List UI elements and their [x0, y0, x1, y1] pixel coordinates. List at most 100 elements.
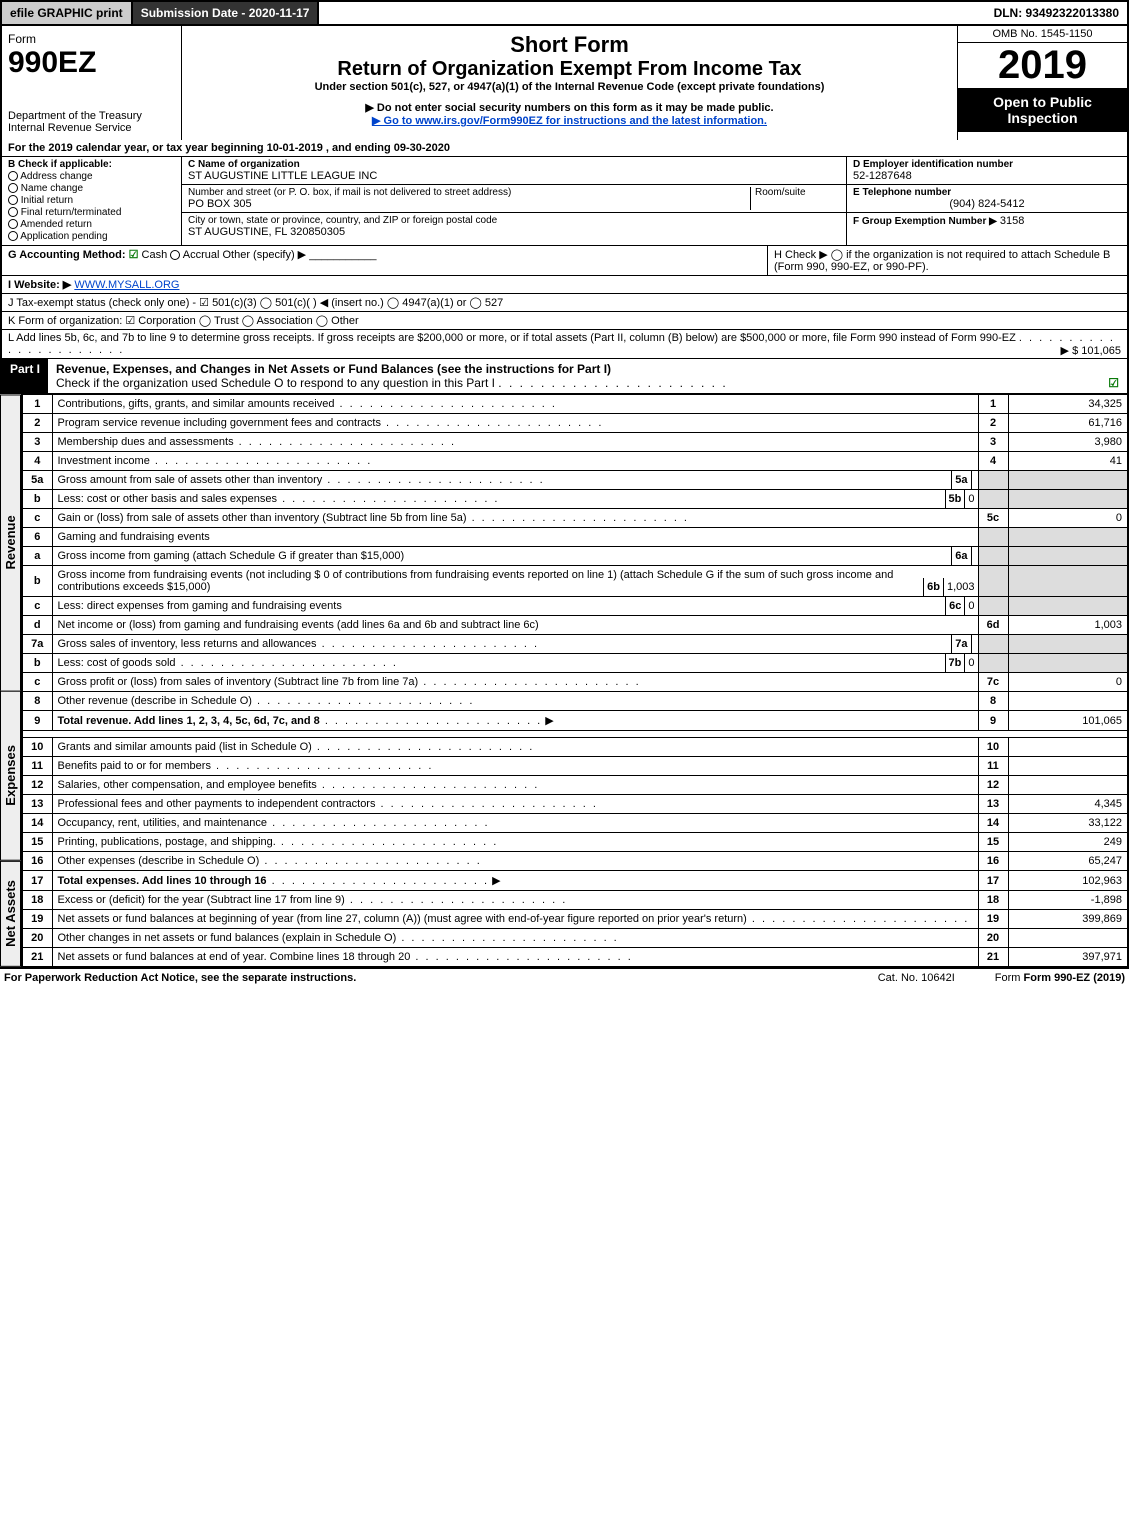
- lnc-shade: [978, 490, 1008, 509]
- ln: c: [22, 673, 52, 692]
- la: 34,325: [1008, 395, 1128, 414]
- f-label: F Group Exemption Number ▶: [853, 216, 997, 227]
- ln: a: [22, 547, 52, 566]
- ld: Benefits paid to or for members: [52, 757, 978, 776]
- lines-table: 1Contributions, gifts, grants, and simil…: [21, 394, 1129, 967]
- la: 101,065: [1008, 711, 1128, 731]
- cb-final-return[interactable]: Final return/terminated: [8, 207, 175, 218]
- ln: 16: [22, 852, 52, 871]
- ln: 8: [22, 692, 52, 711]
- la: 33,122: [1008, 814, 1128, 833]
- la: -1,898: [1008, 891, 1128, 910]
- ld: Less: cost of goods sold7b0: [52, 654, 978, 673]
- ld: Other changes in net assets or fund bala…: [52, 929, 978, 948]
- submission-date: Submission Date - 2020-11-17: [133, 2, 320, 24]
- line-i: I Website: ▶ WWW.MYSALL.ORG: [0, 276, 1129, 294]
- g-accrual: Accrual: [183, 249, 220, 261]
- goto-link[interactable]: ▶ Go to www.irs.gov/Form990EZ for instru…: [188, 114, 951, 127]
- phone: (904) 824-5412: [853, 198, 1121, 210]
- la: [1008, 929, 1128, 948]
- line-a-period: For the 2019 calendar year, or tax year …: [0, 140, 1129, 157]
- ld: Less: cost or other basis and sales expe…: [52, 490, 978, 509]
- ln: 4: [22, 452, 52, 471]
- inner-amt: [971, 471, 978, 489]
- inner-label: 7a: [951, 635, 970, 653]
- ld: Net assets or fund balances at beginning…: [52, 910, 978, 929]
- ln: c: [22, 509, 52, 528]
- part-1-checknote: Check if the organization used Schedule …: [56, 376, 495, 390]
- omb-number: OMB No. 1545-1150: [958, 26, 1127, 43]
- ln: b: [22, 566, 52, 597]
- h-text: H Check ▶ ◯ if the organization is not r…: [774, 249, 1110, 273]
- line-j: J Tax-exempt status (check only one) - ☑…: [0, 294, 1129, 312]
- la: 65,247: [1008, 852, 1128, 871]
- ld: Gross income from gaming (attach Schedul…: [52, 547, 978, 566]
- la: 1,003: [1008, 616, 1128, 635]
- ld: Less: direct expenses from gaming and fu…: [52, 597, 978, 616]
- lnc-shade: [978, 547, 1008, 566]
- g-other: Other (specify) ▶: [222, 249, 306, 261]
- inner-label: 6a: [951, 547, 970, 565]
- ld: Gross sales of inventory, less returns a…: [52, 635, 978, 654]
- efile-print-button[interactable]: efile GRAPHIC print: [2, 2, 133, 24]
- la-shade: [1008, 490, 1128, 509]
- ld: Membership dues and assessments: [52, 433, 978, 452]
- lnc: 15: [978, 833, 1008, 852]
- lnc: 14: [978, 814, 1008, 833]
- inner-label: 7b: [945, 654, 965, 672]
- ld: Total expenses. Add lines 10 through 16 …: [52, 871, 978, 891]
- cb-app-pending[interactable]: Application pending: [8, 231, 175, 242]
- ln: 5a: [22, 471, 52, 490]
- ln: 17: [22, 871, 52, 891]
- radio-accrual[interactable]: [170, 250, 180, 260]
- cb-amended[interactable]: Amended return: [8, 219, 175, 230]
- ln: c: [22, 597, 52, 616]
- lnc: 19: [978, 910, 1008, 929]
- g-cash: Cash: [142, 249, 168, 261]
- ld: Professional fees and other payments to …: [52, 795, 978, 814]
- lnc-shade: [978, 471, 1008, 490]
- ld: Gain or (loss) from sale of assets other…: [52, 509, 978, 528]
- dept-treasury: Department of the Treasury: [8, 110, 175, 122]
- addr-label: Number and street (or P. O. box, if mail…: [188, 187, 750, 198]
- la-shade: [1008, 566, 1128, 597]
- ld: Excess or (deficit) for the year (Subtra…: [52, 891, 978, 910]
- ld: Gross profit or (loss) from sales of inv…: [52, 673, 978, 692]
- tax-year: 2019: [958, 43, 1127, 88]
- lnc: 2: [978, 414, 1008, 433]
- ld: Other revenue (describe in Schedule O): [52, 692, 978, 711]
- ln: 15: [22, 833, 52, 852]
- lnc: 4: [978, 452, 1008, 471]
- irs-link[interactable]: ▶ Go to www.irs.gov/Form990EZ for instru…: [372, 115, 767, 127]
- inner-label: 6b: [923, 578, 943, 596]
- cb-initial-return[interactable]: Initial return: [8, 195, 175, 206]
- ln: 7a: [22, 635, 52, 654]
- ln: 18: [22, 891, 52, 910]
- cb-label: Application pending: [20, 231, 107, 242]
- g-h-row: G Accounting Method: ☑ Cash Accrual Othe…: [0, 246, 1129, 276]
- ln: 10: [22, 738, 52, 757]
- e-label: E Telephone number: [853, 187, 1121, 198]
- cb-address-change[interactable]: Address change: [8, 171, 175, 182]
- lnc: 5c: [978, 509, 1008, 528]
- group-exemption: 3158: [1000, 215, 1024, 227]
- la: 4,345: [1008, 795, 1128, 814]
- top-bar: efile GRAPHIC print Submission Date - 20…: [0, 0, 1129, 26]
- lnc: 1: [978, 395, 1008, 414]
- cb-label: Name change: [21, 183, 83, 194]
- ld: Net assets or fund balances at end of ye…: [52, 948, 978, 967]
- lnc: 21: [978, 948, 1008, 967]
- ln: 19: [22, 910, 52, 929]
- part1-body: Revenue Expenses Net Assets 1Contributio…: [0, 394, 1129, 967]
- inner-label: 6c: [945, 597, 964, 615]
- lnc: 16: [978, 852, 1008, 871]
- cb-name-change[interactable]: Name change: [8, 183, 175, 194]
- expenses-side-label: Expenses: [0, 691, 21, 861]
- part-1-title: Revenue, Expenses, and Changes in Net As…: [56, 362, 611, 376]
- ln: 2: [22, 414, 52, 433]
- lnc-shade: [978, 654, 1008, 673]
- la: 249: [1008, 833, 1128, 852]
- website-link[interactable]: WWW.MYSALL.ORG: [74, 279, 179, 291]
- lnc-shade: [978, 528, 1008, 547]
- ld: Salaries, other compensation, and employ…: [52, 776, 978, 795]
